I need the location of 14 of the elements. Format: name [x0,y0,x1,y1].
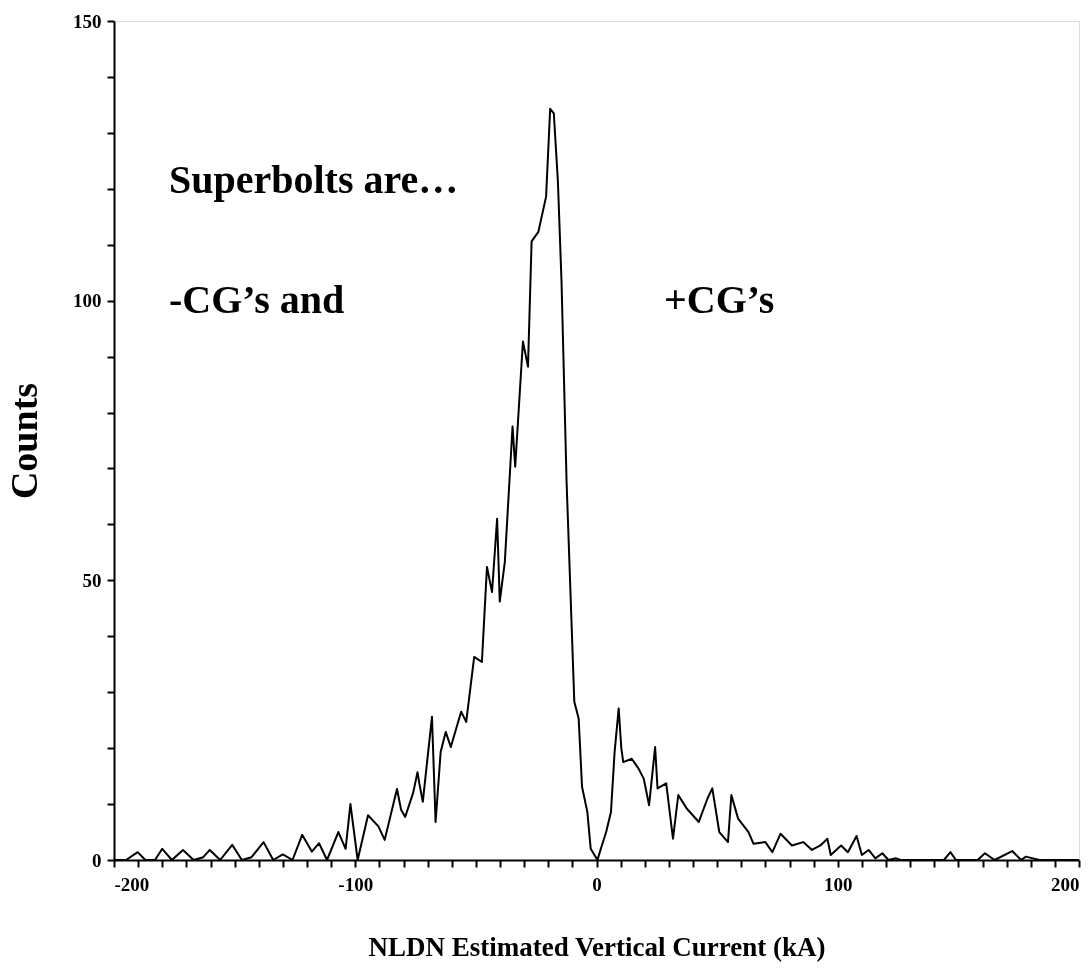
y-tick-label: 50 [82,569,102,591]
x-tick-label: -200 [114,873,150,895]
y-tick-label: 0 [92,849,102,871]
x-tick-label: -100 [338,873,374,895]
y-tick-label: 100 [73,290,102,312]
x-tick-label: 200 [1051,873,1080,895]
annotation: +CG’s [664,277,775,322]
x-tick-label: 0 [592,873,602,895]
annotation: Superbolts are… [169,157,459,202]
x-axis-title: NLDN Estimated Vertical Current (kA) [368,931,826,962]
x-tick-label: 100 [824,873,853,895]
y-axis-title: Counts [3,382,45,500]
annotation: -CG’s and [169,277,345,322]
y-tick-label: 150 [73,10,102,32]
